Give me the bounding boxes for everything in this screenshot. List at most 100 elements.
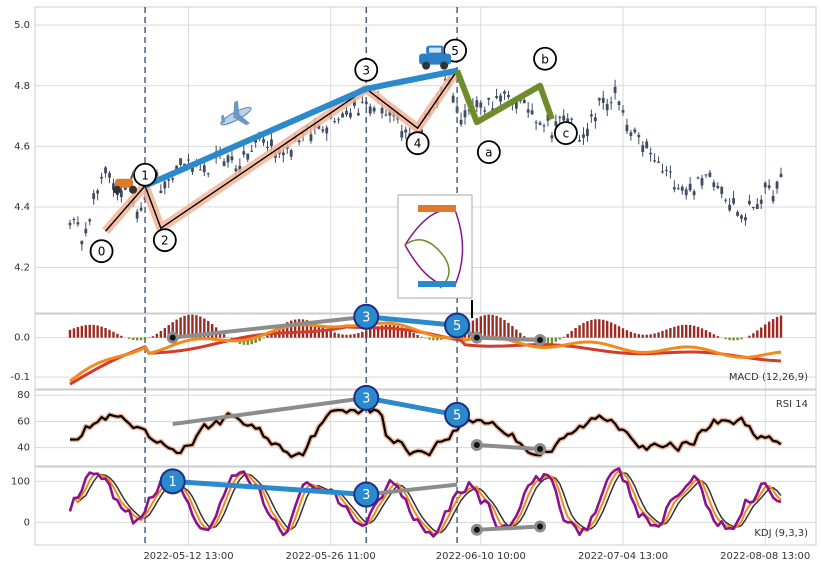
candle-body	[246, 154, 249, 160]
y-tick-label: 4.8	[14, 81, 30, 92]
macd-histogram-bar	[93, 325, 95, 338]
candle-body	[487, 98, 490, 100]
candle-body	[697, 177, 700, 178]
macd-histogram-bar	[132, 338, 134, 340]
candle-body	[73, 219, 76, 220]
candle-body	[570, 119, 573, 120]
macd-histogram-bar	[780, 316, 782, 338]
macd-histogram-bar	[333, 332, 335, 337]
macd-histogram-bar	[164, 328, 166, 338]
macd-histogram-bar	[563, 337, 565, 338]
macd-histogram-bar	[337, 334, 339, 338]
macd-histogram-bar	[409, 331, 411, 338]
macd-histogram-bar	[760, 327, 762, 337]
candle-body	[310, 134, 313, 141]
candle-body	[606, 104, 609, 110]
y-tick-label: 60	[17, 416, 30, 427]
y-tick-label: 4.6	[14, 141, 30, 152]
y-tick-label: 40	[17, 443, 30, 454]
macd-histogram-bar	[602, 320, 604, 338]
macd-histogram-bar	[294, 320, 296, 338]
macd-histogram-bar	[689, 325, 691, 338]
candle-body	[100, 177, 103, 179]
macd-histogram-bar	[642, 335, 644, 338]
candle-body	[701, 178, 704, 185]
macd-histogram-bar	[772, 319, 774, 338]
macd-histogram-bar	[361, 332, 363, 338]
candle-body	[768, 185, 771, 188]
y-tick-label: -0.1	[10, 372, 30, 383]
candle-body	[242, 151, 245, 154]
macd-histogram-bar	[266, 336, 268, 338]
candle-body	[361, 102, 364, 103]
candle-body	[752, 207, 755, 208]
macd-histogram-bar	[108, 330, 110, 338]
macd-histogram-bar	[519, 333, 521, 338]
macd-histogram-bar	[85, 325, 87, 338]
candle-body	[80, 241, 83, 245]
candle-body	[325, 128, 328, 134]
candle-body	[705, 174, 708, 175]
macd-histogram-bar	[503, 320, 505, 338]
candle-body	[724, 200, 727, 201]
candle-body	[381, 108, 384, 114]
correction-label: c	[563, 127, 570, 141]
macd-histogram-bar	[764, 324, 766, 337]
candle-body	[728, 205, 731, 211]
macd-histogram-bar	[357, 333, 359, 338]
macd-histogram-bar	[156, 334, 158, 338]
candle-body	[499, 96, 502, 102]
candle-body	[400, 131, 403, 138]
candle-body	[657, 161, 660, 162]
macd-histogram-bar	[713, 334, 715, 337]
candle-body	[88, 219, 91, 221]
y-tick-label: 0.0	[14, 333, 30, 344]
macd-histogram-bar	[590, 320, 592, 338]
macd-histogram-bar	[349, 335, 351, 338]
macd-histogram-bar	[578, 325, 580, 337]
candle-body	[227, 156, 230, 163]
macd-histogram-bar	[736, 338, 738, 340]
candle-body	[179, 158, 182, 165]
candle-body	[187, 160, 190, 161]
macd-histogram-bar	[598, 319, 600, 337]
rsi-wave-badge: 5	[453, 408, 461, 423]
macd-histogram-bar	[594, 319, 596, 337]
wave-label: 1	[141, 168, 149, 182]
macd-histogram-bar	[144, 338, 146, 340]
macd-histogram-bar	[322, 327, 324, 338]
candle-body	[207, 173, 210, 174]
macd-pivot-dot-core	[170, 335, 176, 341]
macd-histogram-bar	[697, 327, 699, 338]
macd-histogram-bar	[69, 330, 71, 338]
macd-histogram-bar	[693, 326, 695, 338]
candle-body	[369, 107, 372, 114]
candle-body	[594, 117, 597, 121]
macd-pivot-dot-core	[474, 335, 480, 341]
macd-histogram-bar	[488, 315, 490, 338]
candle-body	[69, 223, 72, 225]
macd-histogram-bar	[570, 331, 572, 338]
candle-body	[586, 129, 589, 136]
macd-histogram-bar	[646, 335, 648, 338]
candle-body	[262, 139, 265, 143]
x-tick-label: 2022-06-10 10:00	[436, 551, 526, 562]
rsi-panel-label: RSI 14	[776, 399, 808, 410]
wave-label: 3	[362, 63, 370, 77]
candle-body	[84, 229, 87, 233]
candle-body	[337, 119, 340, 120]
wave-label: 0	[98, 245, 106, 259]
macd-histogram-bar	[717, 336, 719, 338]
macd-histogram-bar	[725, 338, 727, 340]
macd-histogram-bar	[330, 331, 332, 338]
macd-histogram-bar	[369, 329, 371, 338]
y-tick-label: 80	[17, 390, 30, 401]
scooter-wheel	[129, 186, 137, 194]
macd-wave-badge: 3	[362, 310, 370, 325]
macd-histogram-bar	[511, 326, 513, 338]
macd-histogram-bar	[677, 326, 679, 338]
macd-histogram-bar	[100, 327, 102, 338]
macd-histogram-bar	[96, 326, 98, 338]
candle-body	[637, 135, 640, 137]
